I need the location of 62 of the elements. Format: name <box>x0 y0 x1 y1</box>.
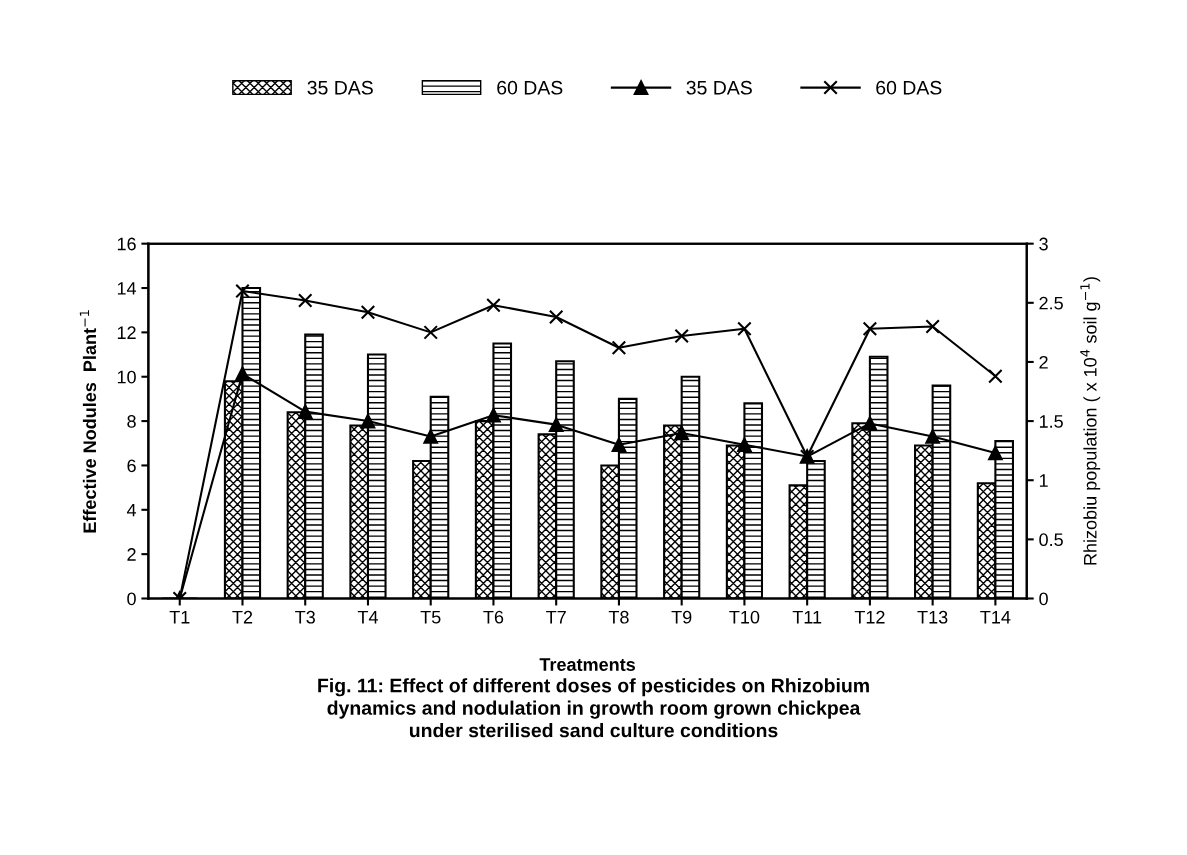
point <box>486 407 501 423</box>
x-tick-label: T10 <box>729 610 760 624</box>
x-axis-title: Treatments <box>539 658 635 671</box>
y-tick-label: 12 <box>117 326 136 339</box>
point <box>360 304 376 320</box>
point <box>611 437 627 453</box>
x-tick-label: T6 <box>483 610 504 624</box>
point <box>548 309 564 325</box>
x-tick-label: T5 <box>420 610 441 624</box>
y2-tick-label: 3 <box>1039 237 1048 251</box>
y2-tick-label: 1 <box>1039 474 1048 487</box>
point <box>988 368 1003 384</box>
x-tick-label: T11 <box>792 610 822 624</box>
point <box>297 404 313 419</box>
y2-tick-label: 0 <box>1039 592 1048 606</box>
legend-label: 35 DAS <box>307 80 373 95</box>
point <box>297 293 313 308</box>
point <box>611 340 627 356</box>
y-tick-label: 6 <box>127 459 136 473</box>
point <box>862 416 878 431</box>
y-tick-label: 16 <box>117 237 136 251</box>
x-tick-label: T2 <box>232 610 253 624</box>
legend-label: 35 DAS <box>686 80 752 95</box>
point <box>235 283 250 299</box>
y-tick-label: 2 <box>127 548 136 561</box>
x-tick-label: T4 <box>357 610 378 624</box>
y2-tick-label: 0.5 <box>1039 533 1063 547</box>
text: Fig. 11: Effect of different doses of pesticides on Rhizobium dynamics and nodulation in growth room grown chickpea under sterilised sand culture conditions <box>318 678 869 738</box>
x-tick-label: T3 <box>295 610 315 624</box>
y2-tick-label: 2 <box>1039 355 1048 369</box>
x-tick-label: T9 <box>671 610 692 624</box>
y-tick-label: 14 <box>117 282 137 295</box>
x-tick-label: T1 <box>169 610 190 624</box>
y-tick-label: 8 <box>127 415 136 428</box>
point <box>674 425 689 441</box>
point <box>862 321 878 337</box>
y2-axis-title: Rhizobiu population ( x 10$^{4}$ soil g$^{−1}$) <box>1080 277 1101 565</box>
point <box>423 325 438 340</box>
y2-tick-label: 2.5 <box>1039 296 1063 310</box>
point <box>235 366 250 382</box>
point <box>988 445 1003 461</box>
point <box>737 437 752 453</box>
y-tick-label: 10 <box>117 370 136 384</box>
point <box>360 413 376 429</box>
legend-label: 60 DAS <box>497 80 563 95</box>
y-axis-title: Effective Nodules Plant$^{−1}$ <box>79 310 97 533</box>
point <box>925 319 940 334</box>
point <box>486 297 501 313</box>
point <box>548 417 564 432</box>
x-tick-label: T8 <box>608 610 629 624</box>
y-tick-label: 4 <box>126 503 137 517</box>
y-tick-label: 0 <box>127 592 136 606</box>
y2-tick-label: 1.5 <box>1039 415 1063 428</box>
point <box>925 429 940 444</box>
x-tick-label: T13 <box>917 610 948 624</box>
x-tick-label: T12 <box>854 610 885 624</box>
legend-label: 60 DAS <box>876 80 942 95</box>
x-tick-label: T7 <box>546 610 566 624</box>
point <box>423 429 438 444</box>
point <box>674 328 689 344</box>
point <box>737 321 752 337</box>
x-tick-label: T14 <box>980 610 1011 624</box>
